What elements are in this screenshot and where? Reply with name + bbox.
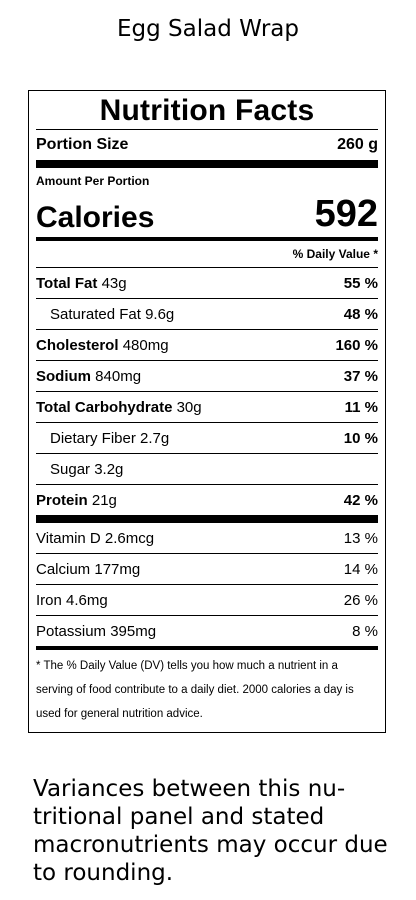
vitamin-name: Potassium xyxy=(36,622,107,640)
nutrient-row: Saturated Fat 9.6g 48 % xyxy=(36,299,378,329)
vitamin-amount: 2.6mcg xyxy=(104,529,155,547)
calories-value: 592 xyxy=(314,193,378,235)
nutrient-name: Cholesterol xyxy=(36,336,119,354)
footnote: * The % Daily Value (DV) tells you how m… xyxy=(36,660,354,720)
nutrient-amount: 840mg xyxy=(95,367,142,385)
vitamin-row: Potassium 395mg 8 % xyxy=(36,616,378,646)
vitamin-dv: 26 % xyxy=(343,591,378,609)
nutrient-dv: 55 % xyxy=(343,274,378,292)
nutrient-name: Saturated Fat xyxy=(50,305,141,323)
nutrient-row: Total Fat 43g 55 % xyxy=(36,268,378,298)
nutrient-dv: 48 % xyxy=(343,305,378,323)
nutrient-amount: 30g xyxy=(176,398,202,416)
nutrient-amount: 9.6g xyxy=(145,305,175,323)
nutrient-name: Total Carbohydrate xyxy=(36,398,173,416)
vitamin-dv: 14 % xyxy=(343,560,378,578)
vitamin-row: Vitamin D 2.6mcg 13 % xyxy=(36,523,378,553)
nutrition-label: Nutrition Facts Portion Size 260 g Amoun… xyxy=(28,90,386,733)
vitamin-amount: 4.6mg xyxy=(66,591,108,609)
nutrient-amount: 2.7g xyxy=(140,429,170,447)
nutrient-dv: 160 % xyxy=(335,336,378,354)
rounding-note: Variances between this nu-tritional pane… xyxy=(33,776,388,886)
vitamin-dv: 8 % xyxy=(352,622,378,640)
vitamin-dv: 13 % xyxy=(343,529,378,547)
nutrient-row: Sugar 3.2g xyxy=(36,454,378,484)
nutrition-facts-heading: Nutrition Facts xyxy=(99,94,315,127)
amount-per-portion: Amount Per Portion xyxy=(36,174,150,188)
nutrient-amount: 480mg xyxy=(122,336,169,354)
portion-label: Portion Size xyxy=(36,136,129,153)
recipe-title: Egg Salad Wrap xyxy=(117,16,299,42)
nutrient-row: Protein 21g 42 % xyxy=(36,485,378,515)
nutrient-row: Sodium 840mg 37 % xyxy=(36,361,378,391)
nutrient-amount: 21g xyxy=(91,491,117,509)
nutrient-row: Total Carbohydrate 30g 11 % xyxy=(36,392,378,422)
nutrient-name: Protein xyxy=(36,491,88,509)
calories-row: Calories 592 xyxy=(36,188,378,234)
nutrient-row: Dietary Fiber 2.7g 10 % xyxy=(36,423,378,453)
nutrient-dv: 37 % xyxy=(343,367,378,385)
nutrient-amount: 43g xyxy=(101,274,127,292)
vitamin-row: Iron 4.6mg 26 % xyxy=(36,585,378,615)
nutrient-dv: 42 % xyxy=(343,491,378,509)
nutrient-dv: 11 % xyxy=(344,398,378,416)
nutrient-row: Cholesterol 480mg 160 % xyxy=(36,330,378,360)
vitamin-amount: 177mg xyxy=(94,560,141,578)
nutrient-name: Dietary Fiber xyxy=(50,429,136,447)
portion-row: Portion Size 260 g xyxy=(36,130,378,160)
nutrient-amount: 3.2g xyxy=(94,460,124,478)
vitamin-name: Iron xyxy=(36,591,62,609)
vitamin-name: Vitamin D xyxy=(36,529,101,547)
nutrient-dv: 10 % xyxy=(343,429,378,447)
nutrient-name: Sodium xyxy=(36,367,91,385)
vitamin-name: Calcium xyxy=(36,560,91,578)
vitamin-amount: 395mg xyxy=(110,622,157,640)
nutrient-name: Total Fat xyxy=(36,274,98,292)
nutrient-name: Sugar xyxy=(50,460,91,478)
daily-value-header: % Daily Value * xyxy=(292,247,378,261)
portion-value: 260 g xyxy=(337,136,378,153)
calories-label: Calories xyxy=(36,201,155,234)
vitamin-row: Calcium 177mg 14 % xyxy=(36,554,378,584)
